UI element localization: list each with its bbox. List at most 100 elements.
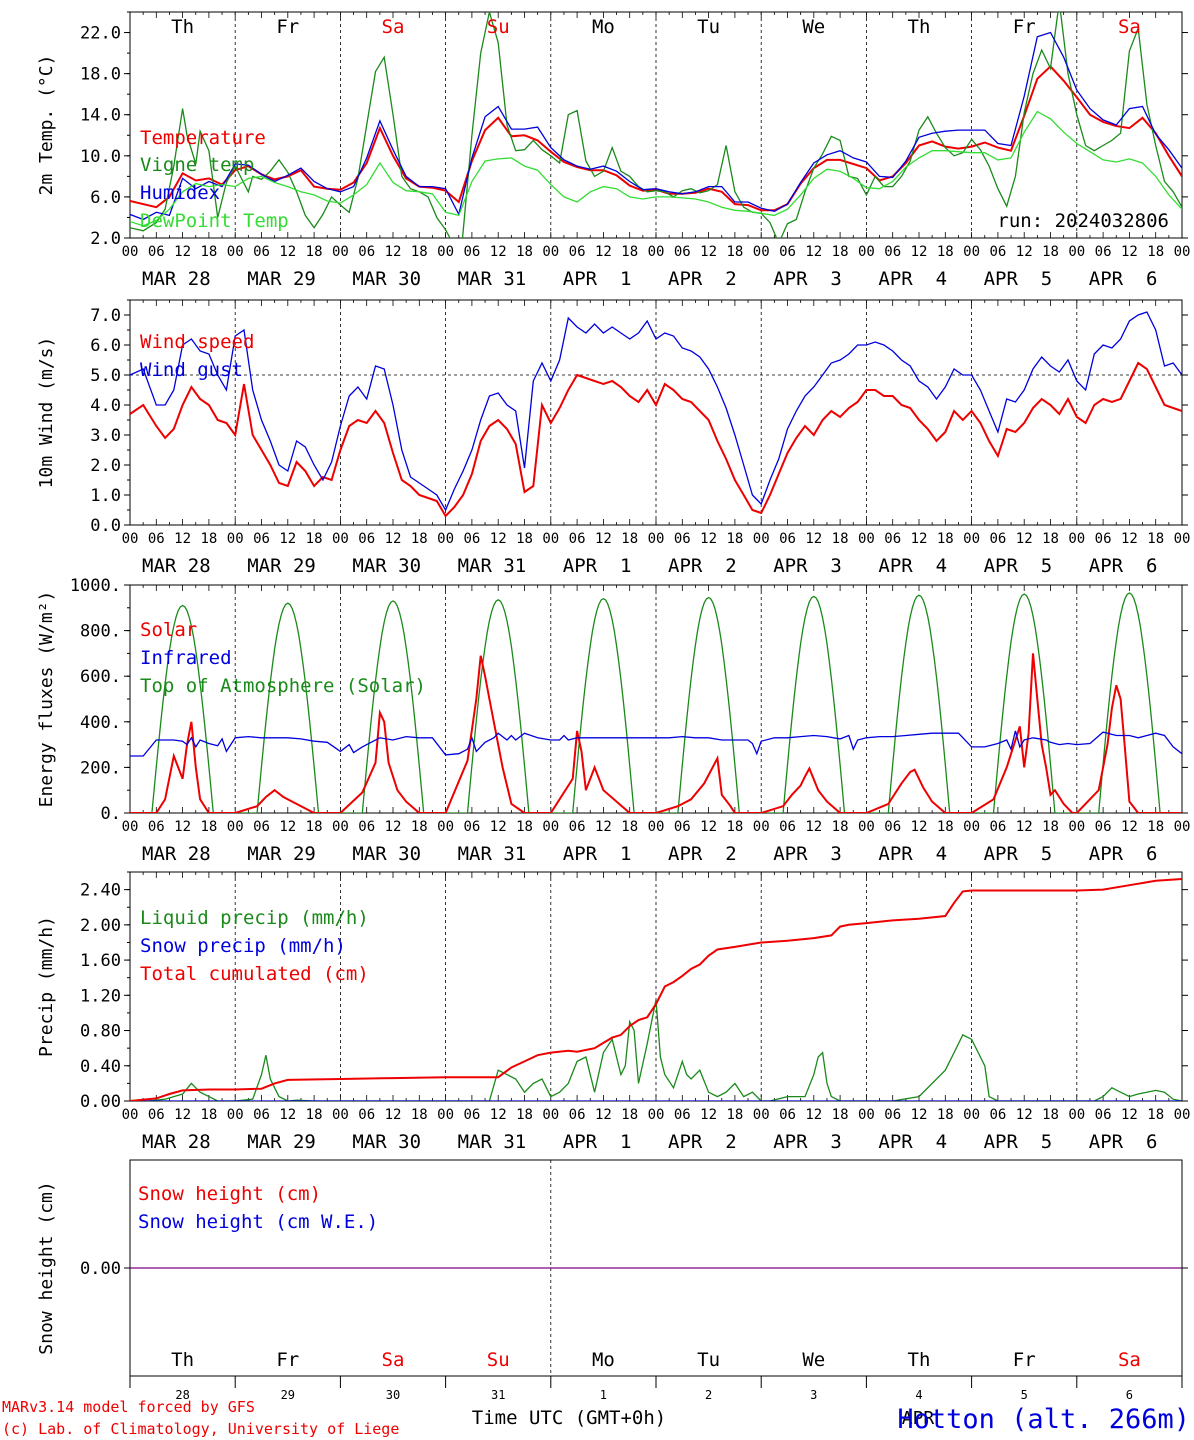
hour-label: 06 <box>779 531 796 547</box>
date-label: APR 4 <box>878 268 947 290</box>
x-axis-label: Time UTC (GMT+0h) <box>472 1407 666 1429</box>
date-label: MAR 29 <box>247 1131 316 1153</box>
hour-label: 00 <box>963 531 980 547</box>
hour-label: 06 <box>989 819 1006 835</box>
hour-label: 12 <box>279 244 296 260</box>
legend-entry: Solar <box>140 619 197 641</box>
series-dewpoint-temp <box>130 110 1182 227</box>
hour-label: 12 <box>805 1107 822 1123</box>
date-label: MAR 29 <box>247 555 316 577</box>
hour-label: 00 <box>437 819 454 835</box>
day-name-top: Mo <box>592 16 615 38</box>
hour-label: 06 <box>253 531 270 547</box>
hour-label: 06 <box>148 1107 165 1123</box>
hour-label: 12 <box>1016 1107 1033 1123</box>
hour-label: 12 <box>1121 1107 1138 1123</box>
hour-label: 06 <box>1095 1107 1112 1123</box>
day-name-bottom: Fr <box>276 1349 299 1371</box>
legend-entry: Wind gust <box>140 359 243 381</box>
day-number: 6 <box>1126 1388 1133 1402</box>
hour-label: 18 <box>937 531 954 547</box>
hour-label: 00 <box>542 531 559 547</box>
hour-label: 12 <box>279 531 296 547</box>
hour-label: 00 <box>858 1107 875 1123</box>
y-tick-label: 1.0 <box>90 486 121 506</box>
y-tick-label: 6.0 <box>90 336 121 356</box>
hour-label: 18 <box>1042 819 1059 835</box>
legend-entry: Infrared <box>140 647 232 669</box>
hour-label: 18 <box>832 1107 849 1123</box>
hour-label: 18 <box>1042 244 1059 260</box>
day-name-top: Sa <box>382 16 405 38</box>
hour-label: 06 <box>1095 244 1112 260</box>
date-label: APR 6 <box>1089 268 1158 290</box>
date-label: APR 5 <box>984 555 1053 577</box>
date-label: MAR 28 <box>142 555 211 577</box>
date-label: APR 4 <box>878 843 947 865</box>
y-tick-label: 0.40 <box>80 1057 121 1077</box>
hour-label: 00 <box>753 819 770 835</box>
hour-label: 06 <box>358 1107 375 1123</box>
hour-label: 18 <box>1147 244 1164 260</box>
y-tick-label: 2.0 <box>90 456 121 476</box>
date-label: MAR 28 <box>142 1131 211 1153</box>
hour-label: 06 <box>569 531 586 547</box>
hour-label: 18 <box>306 244 323 260</box>
day-name-top: Th <box>908 16 931 38</box>
hour-label: 00 <box>437 531 454 547</box>
hour-label: 18 <box>411 819 428 835</box>
hour-label: 00 <box>122 819 139 835</box>
hour-label: 00 <box>753 244 770 260</box>
hour-label: 18 <box>200 531 217 547</box>
hour-label: 00 <box>332 1107 349 1123</box>
hour-label: 06 <box>358 244 375 260</box>
hour-label: 18 <box>726 1107 743 1123</box>
hour-label: 00 <box>1174 1107 1191 1123</box>
legend-entry: Liquid precip (mm/h) <box>140 907 369 929</box>
date-label: MAR 28 <box>142 268 211 290</box>
date-label: MAR 29 <box>247 843 316 865</box>
panel-1: 2.0 6.0 10.0 14.0 18.0 22.0 2m Temp. (°C) Tempe… <box>36 11 1190 290</box>
y-axis-label: Precip (mm/h) <box>36 916 57 1057</box>
day-name-bottom: Sa <box>1118 1349 1141 1371</box>
hour-label: 18 <box>200 1107 217 1123</box>
hour-label: 00 <box>1174 531 1191 547</box>
legend-entry: Wind speed <box>140 331 254 353</box>
hour-label: 12 <box>490 1107 507 1123</box>
hour-label: 06 <box>884 244 901 260</box>
y-tick-label: 14.0 <box>80 106 121 126</box>
day-name-top: Th <box>171 16 194 38</box>
day-name-bottom: Fr <box>1013 1349 1036 1371</box>
y-tick-label: 22.0 <box>80 24 121 44</box>
hour-label: 06 <box>884 1107 901 1123</box>
hour-label: 18 <box>1042 1107 1059 1123</box>
date-label: MAR 30 <box>352 268 421 290</box>
hour-label: 06 <box>989 244 1006 260</box>
hour-label: 00 <box>332 244 349 260</box>
hour-label: 00 <box>122 244 139 260</box>
hour-label: 00 <box>1068 819 1085 835</box>
hour-label: 18 <box>832 244 849 260</box>
day-number: 5 <box>1021 1388 1028 1402</box>
y-tick-label: 0.00 <box>80 1259 121 1279</box>
series-total-cumulated-cm- <box>130 878 1182 1101</box>
day-name-bottom: We <box>802 1349 825 1371</box>
date-label: APR 2 <box>668 1131 737 1153</box>
hour-label: 18 <box>726 819 743 835</box>
date-label: MAR 29 <box>247 268 316 290</box>
hour-label: 00 <box>858 244 875 260</box>
panel-5: 0.00 Snow height (cm) Snow height (cm) Snow… <box>36 1159 1188 1377</box>
hour-label: 00 <box>648 531 665 547</box>
y-tick-label: 200. <box>80 758 121 778</box>
hour-label: 12 <box>700 531 717 547</box>
hour-label: 18 <box>411 244 428 260</box>
series-liquid-precip-mm-h- <box>130 999 1182 1101</box>
date-label: APR 1 <box>563 555 632 577</box>
date-label: APR 2 <box>668 843 737 865</box>
day-name-bottom: Th <box>908 1349 931 1371</box>
hour-label: 18 <box>621 244 638 260</box>
date-label: APR 1 <box>563 268 632 290</box>
hour-label: 18 <box>621 531 638 547</box>
hour-label: 00 <box>227 819 244 835</box>
